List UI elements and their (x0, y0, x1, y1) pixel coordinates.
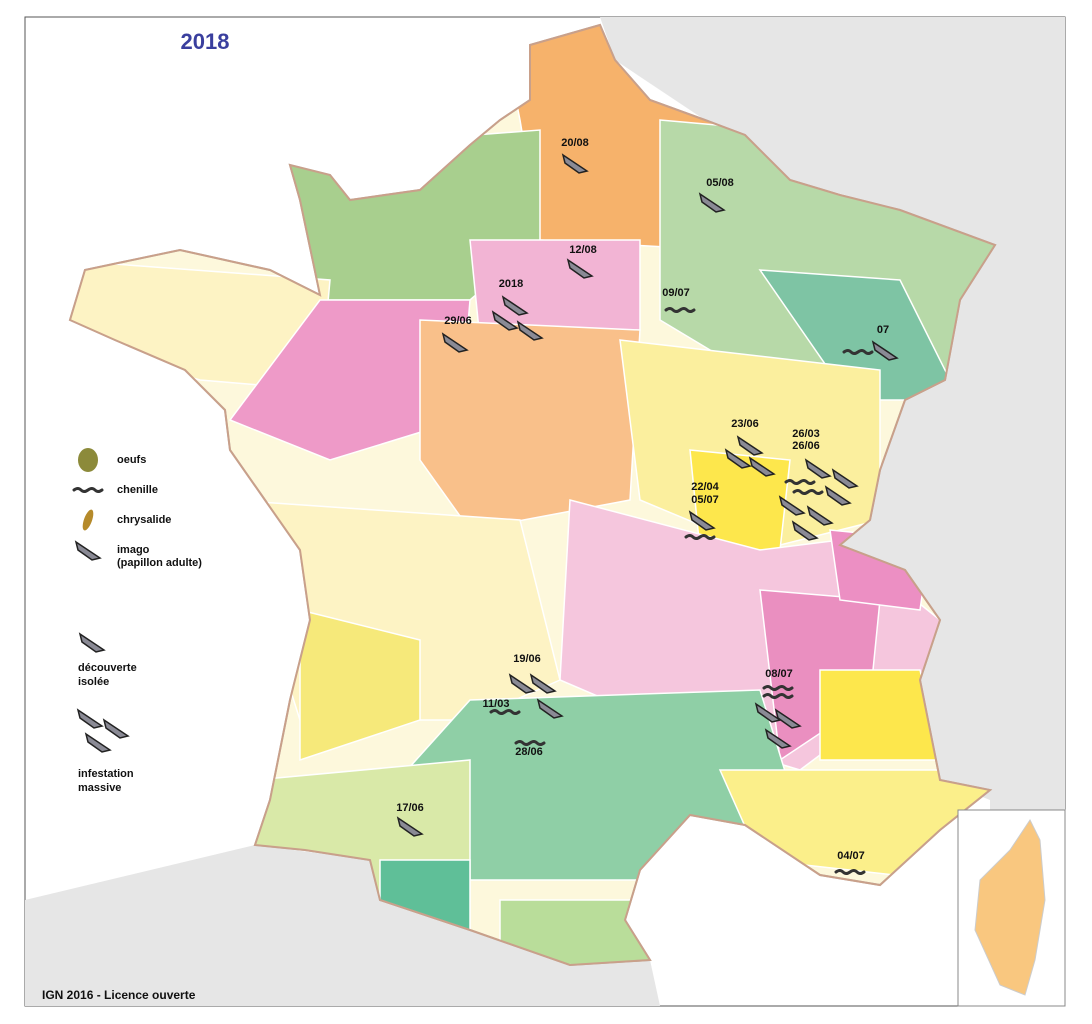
moth-icon (754, 702, 782, 723)
legend-label: chenille (117, 484, 158, 496)
moth-icon (441, 332, 469, 353)
moth-icon (804, 458, 832, 479)
legend-label: (papillon adulte) (117, 557, 202, 569)
date-label: 12/08 (569, 244, 597, 256)
moth-icon (536, 698, 564, 719)
date-label: 2018 (499, 278, 523, 290)
moth-icon (491, 310, 519, 331)
moth-icon (501, 295, 529, 316)
moth-icon (871, 340, 899, 361)
date-label: 04/07 (837, 850, 865, 862)
neighbors (600, 17, 1065, 1006)
legend-label: isolée (78, 676, 109, 688)
moth-icon (724, 448, 752, 469)
date-label: 07 (877, 324, 889, 336)
date-label: 29/06 (444, 315, 472, 327)
moth-icon (102, 718, 130, 739)
eggs-icon (78, 448, 98, 472)
moth-icon (764, 728, 792, 749)
legend-label: massive (78, 782, 121, 794)
caterpillar-icon (834, 869, 866, 875)
date-label: 20/08 (561, 137, 589, 149)
date-label: 08/07 (765, 668, 793, 680)
legend-label: chrysalide (117, 514, 171, 526)
moth-icon (748, 456, 776, 477)
caterpillar-icon (762, 685, 794, 691)
moth-icon (78, 632, 106, 653)
legend-label: oeufs (117, 454, 146, 466)
legend-label: infestation (78, 768, 134, 780)
moth-icon (529, 673, 557, 694)
moth-icon (831, 468, 859, 489)
moth-icon (778, 495, 806, 516)
date-label: 26/06 (792, 440, 820, 452)
moth-icon (698, 192, 726, 213)
moth-icon (84, 732, 112, 753)
map-title: 2018 (181, 29, 230, 54)
credit: IGN 2016 - Licence ouverte (42, 988, 196, 1002)
date-label: 05/07 (691, 494, 719, 506)
moth-icon (74, 540, 102, 561)
moth-icon (791, 520, 819, 541)
moth-icon (76, 708, 104, 729)
moth-icon (516, 320, 544, 341)
date-label: 11/03 (483, 698, 510, 710)
moth-icon (566, 258, 594, 279)
caterpillar-icon (664, 307, 696, 313)
spain (25, 845, 660, 1006)
date-label: 05/08 (706, 177, 734, 189)
caterpillar-icon (489, 709, 521, 715)
caterpillar-icon (784, 479, 816, 485)
moth-icon (688, 510, 716, 531)
moth-icon (824, 485, 852, 506)
date-label: 09/07 (662, 287, 690, 299)
date-label: 17/06 (396, 802, 424, 814)
moth-icon (561, 153, 589, 174)
corsica (974, 819, 1046, 996)
date-label: 23/06 (731, 418, 759, 430)
date-label: 26/03 (792, 428, 820, 440)
legend-label: imago (117, 544, 150, 556)
chrysalis-icon (82, 509, 94, 531)
caterpillar-icon (842, 349, 874, 355)
caterpillar-icon (792, 489, 824, 495)
caterpillar-icon (72, 487, 104, 493)
moth-icon (806, 505, 834, 526)
moth-icon (736, 435, 764, 456)
moth-icon (508, 673, 536, 694)
date-label: 22/04 (691, 481, 719, 493)
moth-icon (774, 708, 802, 729)
legend-label: découverte (78, 662, 137, 674)
date-label: 19/06 (513, 653, 541, 665)
date-label: 28/06 (515, 746, 543, 758)
caterpillar-icon (514, 740, 546, 746)
moth-icon (396, 816, 424, 837)
caterpillar-icon (762, 693, 794, 699)
caterpillar-icon (684, 534, 716, 540)
